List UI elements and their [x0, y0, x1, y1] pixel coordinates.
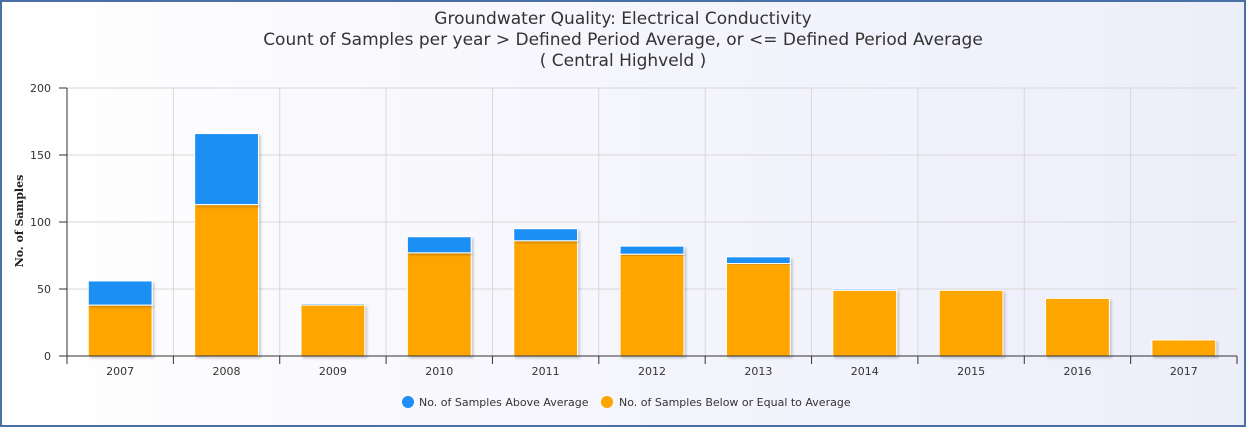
x-tick-label: 2015	[957, 365, 985, 378]
y-tick-label: 100	[30, 216, 51, 229]
bar-below-average-2014[interactable]	[832, 289, 898, 357]
legend-marker[interactable]	[601, 396, 613, 408]
y-tick-label: 50	[37, 283, 51, 296]
x-tick-label: 2010	[425, 365, 453, 378]
x-tick-label: 2016	[1063, 365, 1091, 378]
bar-below-average-2007[interactable]	[87, 304, 153, 357]
bar-below-average-2013[interactable]	[725, 263, 791, 357]
axes-group: 0 50 100 150 200 2007 2008 2009 2010 2011 2012 2013…	[30, 82, 1238, 378]
x-tick-label: 2017	[1170, 365, 1198, 378]
bar-above-average-2008[interactable]	[194, 133, 259, 206]
y-tick-label: 0	[44, 350, 51, 363]
chart-subtitle: Count of Samples per year > Defined Peri…	[263, 30, 983, 50]
bar-above-average-2011[interactable]	[513, 228, 579, 242]
x-tick-label: 2012	[638, 365, 666, 378]
legend-marker[interactable]	[402, 396, 414, 408]
bar-below-average-2010[interactable]	[406, 252, 472, 357]
bar-below-average-2015[interactable]	[938, 289, 1004, 357]
bar-above-average-2009[interactable]	[300, 303, 366, 306]
bar-above-average-2014[interactable]	[832, 288, 898, 291]
bar-below-average-2008[interactable]	[194, 204, 259, 357]
x-tick-label: 2009	[319, 365, 347, 378]
x-tick-label: 2011	[532, 365, 560, 378]
bar-above-average-2010[interactable]	[406, 236, 472, 254]
bar-below-average-2017[interactable]	[1151, 339, 1217, 357]
y-tick-label: 200	[30, 82, 51, 95]
bar-above-average-2007[interactable]	[87, 280, 153, 306]
x-tick-label: 2007	[106, 365, 134, 378]
bar-below-average-2016[interactable]	[1045, 297, 1110, 357]
bar-below-average-2011[interactable]	[513, 240, 579, 357]
chart-region: ( Central Highveld )	[540, 51, 706, 71]
bars-group	[87, 133, 1217, 357]
legend: No. of Samples Above Average No. of Sampl…	[402, 396, 851, 409]
bar-above-average-2013[interactable]	[725, 256, 791, 265]
x-tick-label: 2013	[744, 365, 772, 378]
x-tick-label: 2014	[851, 365, 879, 378]
y-axis-label: No. of Samples	[13, 175, 26, 268]
legend-label[interactable]: No. of Samples Below or Equal to Average	[619, 396, 851, 409]
x-tick-label: 2008	[213, 365, 241, 378]
bar-below-average-2012[interactable]	[619, 253, 685, 357]
bar-below-average-2009[interactable]	[300, 304, 366, 357]
legend-label[interactable]: No. of Samples Above Average	[419, 396, 589, 409]
grid-lines	[67, 87, 1237, 356]
chart-title: Groundwater Quality: Electrical Conducti…	[434, 9, 811, 29]
bar-above-average-2012[interactable]	[619, 245, 685, 255]
y-tick-label: 150	[30, 149, 51, 162]
